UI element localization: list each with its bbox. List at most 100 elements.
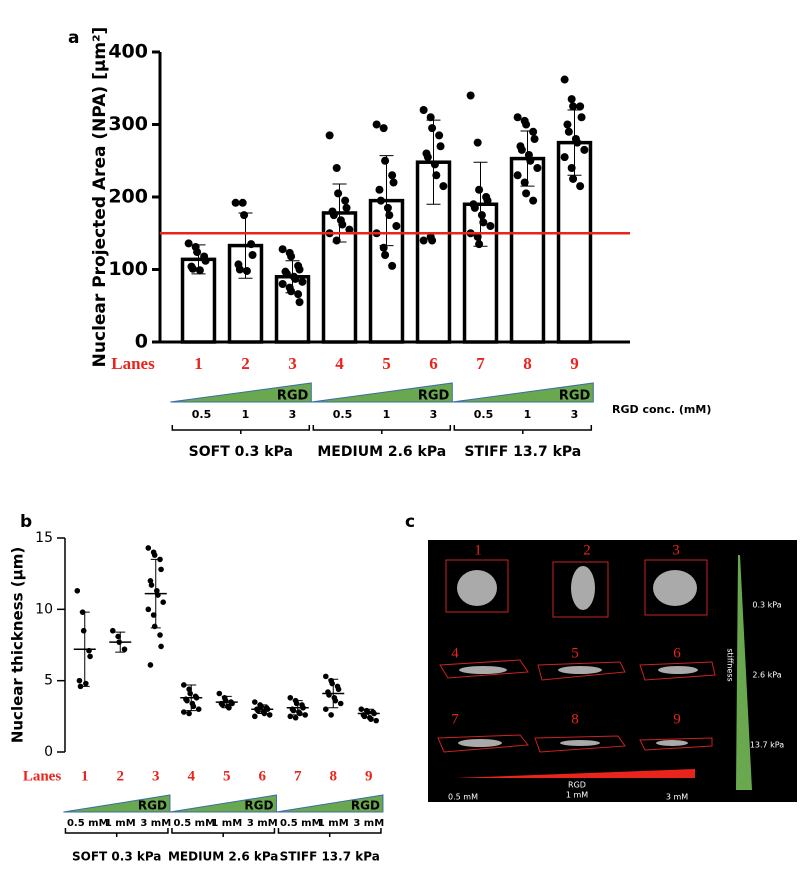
data-point [332, 164, 341, 172]
y-tick-label: 0 [44, 744, 53, 760]
conc-label: 0.5 [333, 408, 353, 421]
data-point [158, 643, 164, 650]
data-point [436, 142, 445, 151]
data-point [486, 222, 495, 230]
x-tick-label: 3 [288, 354, 297, 373]
data-point [325, 131, 334, 140]
data-point [430, 160, 439, 169]
conc-title: RGD conc. (mM) [612, 403, 711, 416]
data-point [150, 612, 157, 618]
data-point [184, 697, 190, 704]
group-bracket [171, 425, 311, 434]
data-point [157, 632, 163, 638]
cell-label: 7 [451, 711, 459, 727]
data-point [248, 251, 257, 259]
data-point [473, 232, 482, 241]
conc-label: 1 mM [211, 818, 242, 829]
data-point [470, 203, 479, 212]
data-point [529, 196, 538, 205]
rgd-level: 3 mM [666, 793, 688, 802]
lanes-label: Lanes [111, 354, 155, 373]
x-tick-label: 5 [223, 768, 231, 784]
data-point [188, 264, 197, 273]
data-point [432, 171, 441, 180]
panel-letter: a [68, 28, 79, 48]
data-point [190, 703, 197, 710]
data-point [426, 113, 435, 122]
conc-label: 1 mM [318, 818, 349, 829]
data-point [475, 185, 484, 194]
data-point [74, 587, 81, 594]
x-tick-label: 3 [152, 768, 160, 784]
data-point [439, 182, 448, 191]
data-point [201, 256, 210, 265]
y-tick-label: 10 [35, 601, 53, 617]
group-label: SOFT 0.3 kPa [189, 444, 293, 460]
data-point [560, 153, 569, 162]
data-point [522, 189, 531, 198]
data-point [278, 280, 287, 288]
x-tick-label: 4 [188, 768, 196, 784]
data-point [193, 248, 202, 257]
data-point [567, 95, 576, 104]
data-point [345, 225, 354, 234]
data-point [195, 706, 202, 712]
cell-label: 1 [474, 542, 482, 558]
data-point [231, 198, 240, 207]
y-tick-label: 300 [108, 113, 148, 135]
cell-label: 3 [672, 542, 680, 558]
data-point [302, 712, 309, 718]
data-point [475, 240, 484, 249]
rgd-label: RGD [559, 389, 591, 404]
rgd-label: RGD [277, 389, 309, 404]
conc-label: 1 [242, 408, 250, 421]
data-point [328, 712, 334, 718]
x-tick-label: 1 [81, 768, 89, 784]
y-axis-label: Nuclear thickness (µm) [9, 547, 27, 743]
data-point [186, 686, 192, 693]
data-point [573, 138, 582, 147]
data-point [361, 713, 368, 720]
y-tick-label: 0 [135, 331, 148, 353]
data-point [483, 196, 492, 205]
stiffness-level: 2.6 kPa [752, 671, 781, 680]
data-point [293, 700, 300, 707]
lanes-label: Lanes [23, 768, 62, 784]
data-point [115, 633, 121, 640]
conc-label: 0.5 mM [67, 818, 109, 829]
data-point [287, 713, 294, 720]
rgd-wedge [455, 769, 695, 778]
conc-label: 0.5 [474, 408, 494, 421]
data-point [563, 120, 572, 129]
conc-label: 0.5 mM [173, 818, 215, 829]
data-point [329, 211, 338, 220]
data-point [381, 156, 390, 165]
data-point [529, 127, 538, 136]
group-label: MEDIUM 2.6 kPa [317, 444, 446, 460]
cell-boxes [437, 559, 716, 753]
x-tick-label: 5 [382, 354, 391, 373]
data-point [388, 171, 397, 180]
y-tick-label: 400 [108, 41, 148, 63]
conc-label: 1 [524, 408, 532, 421]
rgd-label: RGD [244, 799, 273, 813]
data-point [513, 113, 522, 122]
cell-label: 4 [451, 645, 459, 661]
group-label: SOFT 0.3 kPa [72, 850, 161, 864]
rgd-level: 1 mM [566, 791, 588, 800]
data-point [145, 606, 152, 613]
data-point [235, 265, 244, 274]
data-point [294, 290, 303, 299]
data-point [322, 673, 329, 680]
data-point [160, 599, 167, 605]
cell-label: 9 [673, 711, 681, 727]
data-point [375, 185, 384, 194]
data-point [80, 627, 87, 634]
data-point [238, 198, 247, 207]
conc-label: 3 [289, 408, 297, 421]
data-point [419, 106, 428, 114]
data-point [385, 211, 394, 220]
cell-label: 5 [571, 645, 579, 661]
error-bar [285, 260, 300, 294]
data-point [522, 120, 531, 129]
